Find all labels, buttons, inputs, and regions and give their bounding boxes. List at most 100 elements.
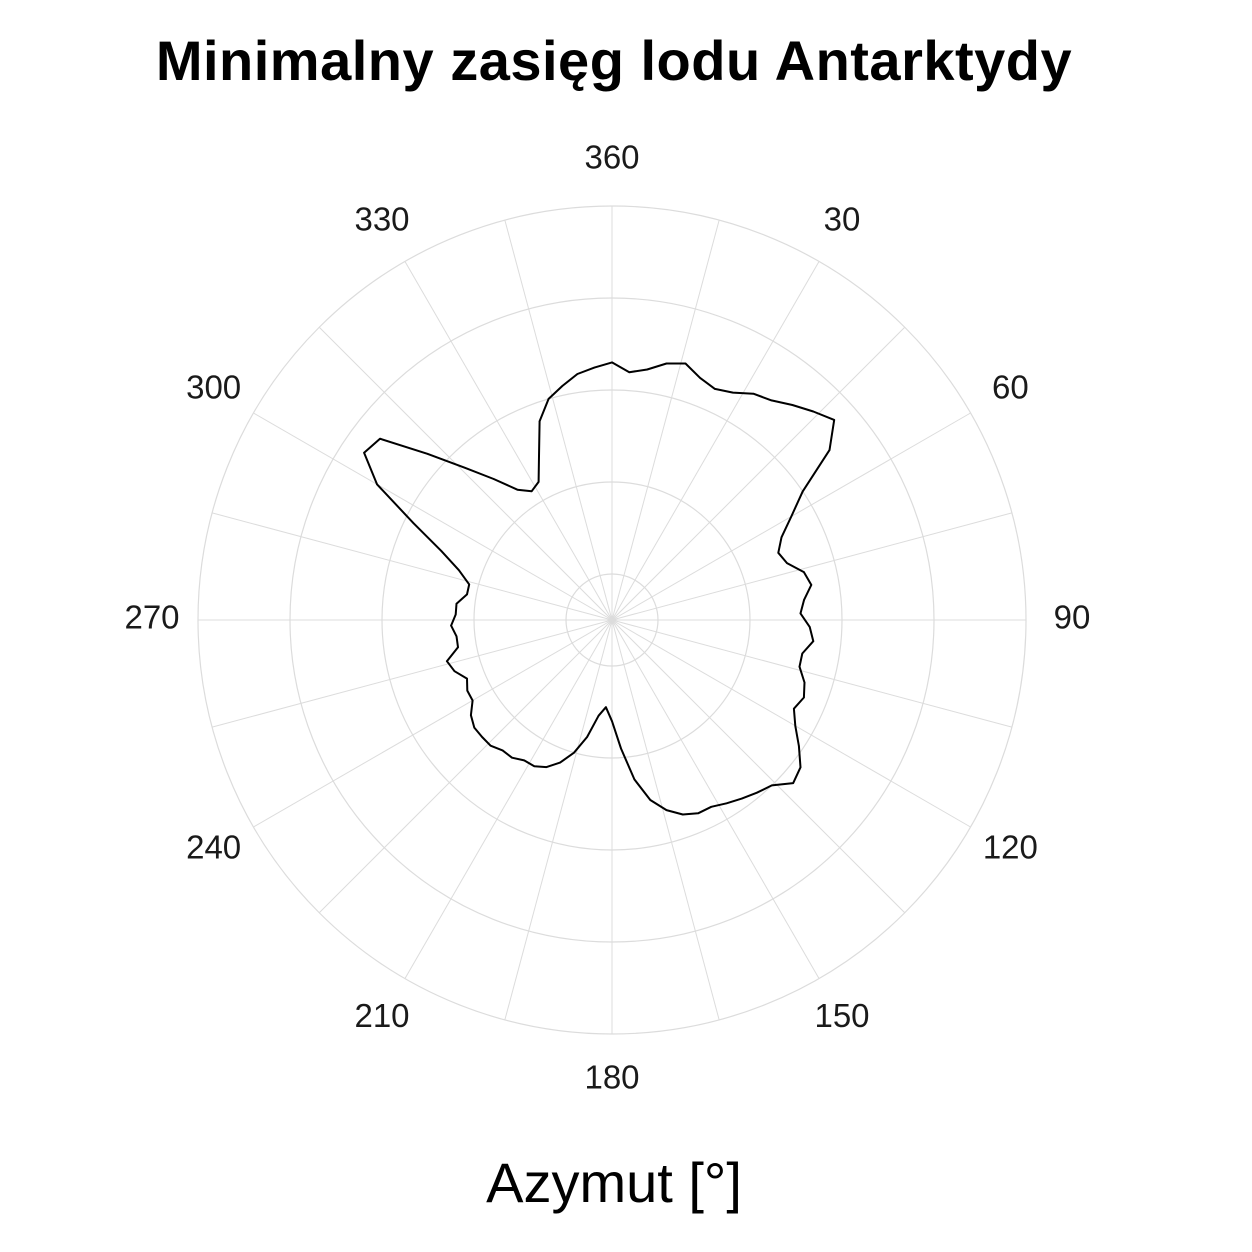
data-point [628,371,631,374]
data-point [801,652,804,655]
data-point [455,602,458,605]
angular-gridline [611,619,971,828]
data-point [446,660,448,662]
chart-title: Minimalny zasięg lodu Antarktydy [155,29,1073,92]
data-point [649,799,652,801]
data-point [682,813,684,816]
angle-tick-label: 360 [584,139,639,176]
data-point [646,368,648,371]
data-point [561,385,564,387]
data-point [756,791,758,794]
angular-gridline [611,619,720,1021]
angular-gridline [611,619,1013,728]
x-axis-label: Azymut [°] [486,1151,742,1214]
data-point [791,404,794,406]
data-point [699,377,701,379]
angular-gridline [404,261,613,621]
data-point [453,670,456,672]
angular-gridline [211,512,613,621]
data-point [523,759,525,762]
data-point [803,571,805,573]
angular-gridline [318,326,613,621]
data-point [501,749,504,752]
data-point [559,761,561,764]
data-point [808,626,811,628]
data-point [412,522,415,524]
angular-gridline [504,619,613,1021]
data-point [538,420,541,423]
data-point [803,599,805,601]
data-point [611,361,613,364]
data-point [455,635,458,638]
angular-gridline [318,619,613,914]
data-point [770,399,773,402]
data-point [471,699,474,702]
angular-gridline [611,512,1013,621]
data-point [725,802,728,805]
data-point [464,467,466,469]
data-point [533,765,536,767]
data-point [593,366,596,369]
data-point [812,410,815,413]
data-point [684,362,687,365]
data-point [586,736,588,738]
data-point [799,766,802,769]
angular-gridline [611,261,820,621]
data-point [810,584,813,586]
data-point [363,452,365,454]
data-point [530,490,533,493]
angular-gridline [253,619,613,828]
series-layer [363,361,836,816]
data-point [481,736,483,738]
data-point [786,562,788,564]
data-point [710,806,713,808]
angular-gridline [211,619,613,728]
angle-tick-label: 180 [584,1059,639,1096]
data-point [790,515,793,518]
angle-tick-label: 120 [983,829,1038,866]
angular-gridline [611,326,906,621]
data-point [466,689,469,692]
data-point [466,677,468,680]
data-point [468,583,471,586]
data-point [794,725,797,727]
data-point [741,797,743,800]
data-point [780,536,783,539]
angular-gridline [504,219,613,621]
data-point [665,362,668,365]
data-point [516,488,519,491]
data-point [605,706,607,708]
data-point [611,720,613,722]
data-point [511,756,513,759]
data-point [801,490,804,493]
data-point [665,809,668,811]
data-point [597,714,600,717]
angle-tick-labels: 360 30 60 90 120 150 180 210 240 270 300 330 [124,139,1090,1096]
data-point [454,613,457,616]
angular-gridline [404,619,613,979]
data-point [798,665,801,668]
angle-tick-label: 150 [814,997,869,1034]
series-line [363,361,836,816]
data-point [793,707,795,710]
data-point [828,449,831,451]
data-point [777,552,780,554]
data-point [470,714,472,716]
data-point [576,373,579,375]
data-point [812,640,815,642]
angle-tick-label: 300 [186,369,241,406]
data-point [440,550,443,552]
angle-tick-label: 270 [124,599,179,636]
data-point [697,812,699,815]
data-point [538,455,540,457]
data-point [573,751,575,754]
data-point [450,624,452,627]
angular-gridlines [198,206,1026,1034]
data-point [492,478,495,480]
data-point [545,766,548,768]
data-point [537,481,540,483]
data-point [466,593,468,596]
angle-tick-label: 210 [354,997,409,1034]
data-point [547,398,550,400]
